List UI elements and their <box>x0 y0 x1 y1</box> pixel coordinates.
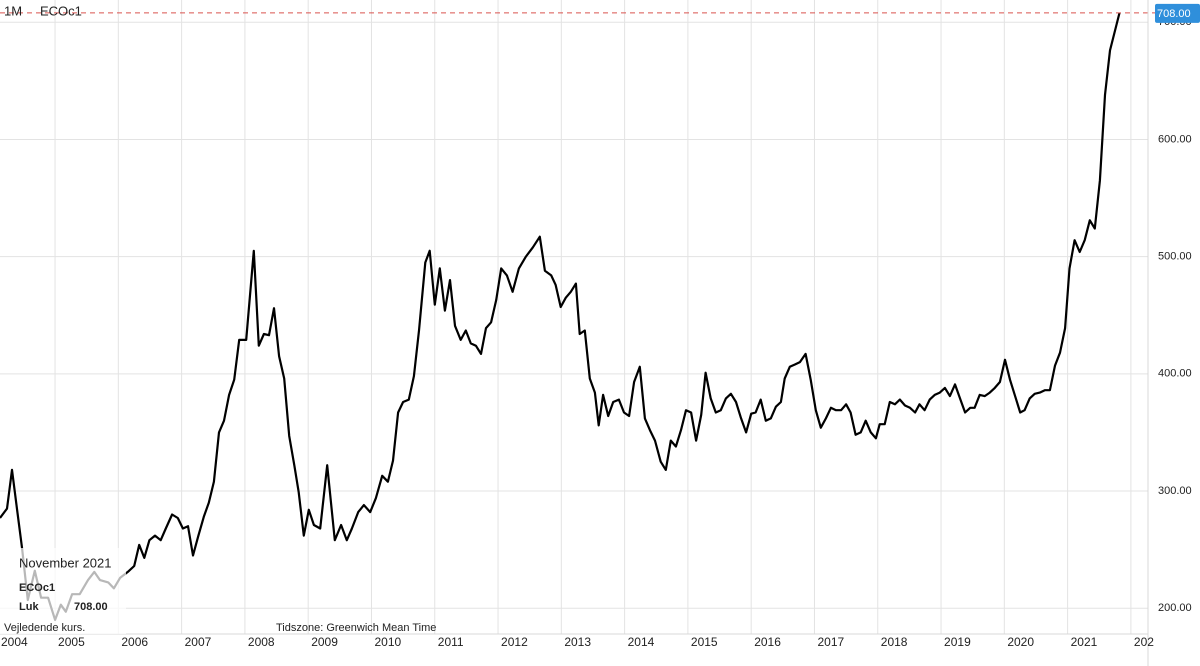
timezone: Tidszone: Greenwich Mean Time <box>276 622 436 634</box>
current-price-label: 708.00 <box>1157 8 1191 20</box>
tooltip-box <box>0 548 126 634</box>
x-tick-label: 2007 <box>185 635 212 649</box>
tooltip-note: Vejledende kurs. <box>4 622 85 634</box>
plot <box>0 12 1155 621</box>
x-tick-label: 2017 <box>817 635 844 649</box>
x-tick-label: 2012 <box>501 635 528 649</box>
x-tick-label: 2008 <box>248 635 275 649</box>
x-tick-label: 2006 <box>121 635 148 649</box>
symbol: ECOc1 <box>40 3 82 18</box>
y-tick-label: 300.00 <box>1158 485 1192 497</box>
x-tick-label: 2020 <box>1007 635 1034 649</box>
x-tick-label: 2021 <box>1071 635 1098 649</box>
y-tick-label: 400.00 <box>1158 368 1192 380</box>
tooltip-field: Luk <box>19 601 39 613</box>
y-tick-label: 500.00 <box>1158 251 1192 263</box>
grid <box>0 0 1148 634</box>
overlay: November 2021 ECOc1 Luk 708.00 Vejledend… <box>0 3 436 634</box>
x-tick-label: 2019 <box>944 635 971 649</box>
tooltip-date: November 2021 <box>19 555 112 570</box>
x-tick-label: 2018 <box>881 635 908 649</box>
interval: 1M <box>4 3 22 18</box>
x-tick-label: 2011 <box>438 635 464 649</box>
x-tick-label: 2009 <box>311 635 338 649</box>
x-tick-label: 2005 <box>58 635 85 649</box>
y-tick-label: 600.00 <box>1158 133 1192 145</box>
current-price-badge <box>1155 3 1200 23</box>
x-tick-label: 2004 <box>1 635 28 649</box>
tooltip-value: 708.00 <box>74 601 108 613</box>
price-line <box>0 12 1121 621</box>
x-tick-label: 2010 <box>374 635 401 649</box>
x-tick-label: 2013 <box>564 635 591 649</box>
x-tick-label: 2016 <box>754 635 781 649</box>
x-tick-label: 2014 <box>628 635 655 649</box>
x-tick-label: 202 <box>1134 635 1154 649</box>
y-tick-label: 200.00 <box>1158 602 1192 614</box>
x-tick-label: 2015 <box>691 635 718 649</box>
tooltip-symbol: ECOc1 <box>19 582 55 594</box>
